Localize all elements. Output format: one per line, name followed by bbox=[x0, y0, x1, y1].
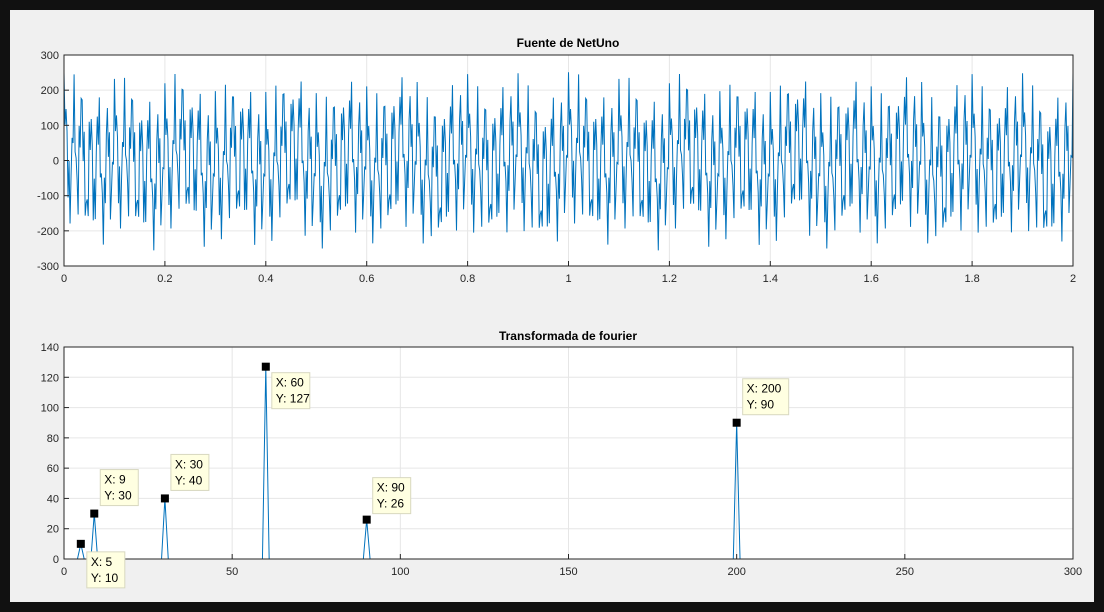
time-signal-x-tick-label: 1 bbox=[565, 273, 571, 285]
fourier-y-tick-label: 60 bbox=[47, 463, 59, 475]
datatip-x-label: X: 200 bbox=[747, 382, 782, 396]
fourier-ticks: 0 50 100 150 200 250 300 0 20 40 60 80 100 120 140 bbox=[41, 342, 1083, 578]
datatip-marker[interactable] bbox=[76, 539, 85, 548]
time-signal-y-tick-label: 100 bbox=[41, 120, 59, 132]
time-signal-y-tick-label: 300 bbox=[41, 50, 59, 62]
datatip-marker[interactable] bbox=[362, 515, 371, 524]
fourier-y-tick-label: 0 bbox=[53, 554, 59, 566]
time-signal-x-tick-label: 0.8 bbox=[460, 273, 475, 285]
time-signal-y-tick-label: 0 bbox=[53, 156, 59, 168]
datatip-marker[interactable] bbox=[90, 509, 99, 518]
fourier-x-tick-label: 250 bbox=[896, 566, 914, 578]
datatip-y-label: Y: 10 bbox=[91, 571, 119, 585]
fourier-y-tick-label: 140 bbox=[41, 342, 59, 354]
fourier-chart: 0 50 100 150 200 250 300 0 20 40 60 80 100 120 140 X: … bbox=[41, 329, 1083, 589]
datatip-box[interactable]: X: 9 Y: 30 bbox=[99, 469, 139, 507]
datatip-marker[interactable] bbox=[732, 418, 741, 427]
time-signal-y-tick-label: -200 bbox=[37, 226, 59, 238]
datatip-background bbox=[170, 453, 210, 491]
datatip-box[interactable]: X: 30 Y: 40 bbox=[170, 453, 210, 491]
datatip-y-label: Y: 90 bbox=[747, 398, 775, 412]
datatip-marker[interactable] bbox=[160, 494, 169, 503]
datatip-box[interactable]: X: 200 Y: 90 bbox=[742, 378, 790, 416]
datatip-x-label: X: 60 bbox=[276, 376, 304, 390]
datatip-marker[interactable] bbox=[261, 362, 270, 371]
time-signal-x-tick-label: 0 bbox=[61, 273, 67, 285]
time-signal-x-tick-label: 1.2 bbox=[662, 273, 677, 285]
datatip-box[interactable]: X: 5 Y: 10 bbox=[86, 551, 126, 589]
fourier-y-tick-label: 20 bbox=[47, 524, 59, 536]
fourier-x-tick-label: 100 bbox=[391, 566, 409, 578]
time-signal-y-tick-label: -300 bbox=[37, 261, 59, 273]
datatip-background bbox=[99, 469, 139, 507]
fourier-x-tick-label: 0 bbox=[61, 566, 67, 578]
fourier-datatips: X: 5Y: 10X: 9Y: 30X: 30Y: 40X: 60Y: 127X… bbox=[76, 362, 790, 589]
time-signal-y-tick-label: 200 bbox=[41, 85, 59, 97]
datatip-box[interactable]: X: 60 Y: 127 bbox=[271, 372, 311, 410]
time-signal-chart: 0 0.2 0.4 0.6 0.8 1 1.2 1.4 1.6 1.8 2 -300 -200 -100 0… bbox=[37, 36, 1076, 285]
datatip-background bbox=[742, 378, 790, 416]
fourier-x-tick-label: 50 bbox=[226, 566, 238, 578]
fourier-y-tick-label: 40 bbox=[47, 493, 59, 505]
datatip-y-label: Y: 30 bbox=[104, 489, 132, 503]
time-signal-line bbox=[63, 72, 1074, 251]
datatip-x-label: X: 90 bbox=[377, 481, 405, 495]
datatip-x-label: X: 30 bbox=[175, 457, 203, 471]
fourier-y-tick-label: 100 bbox=[41, 403, 59, 415]
datatip-background bbox=[86, 551, 126, 589]
datatip-x-label: X: 5 bbox=[91, 555, 113, 569]
time-signal-x-tick-label: 0.6 bbox=[359, 273, 374, 285]
fourier-y-tick-label: 80 bbox=[47, 433, 59, 445]
time-signal-x-tick-label: 1.8 bbox=[964, 273, 979, 285]
datatip-x-label: X: 9 bbox=[104, 473, 126, 487]
datatip-y-label: Y: 40 bbox=[175, 473, 203, 487]
datatip-background bbox=[372, 477, 412, 515]
time-signal-x-tick-label: 0.4 bbox=[258, 273, 273, 285]
time-signal-x-tick-label: 1.6 bbox=[864, 273, 879, 285]
datatip-y-label: Y: 26 bbox=[377, 497, 405, 511]
time-signal-x-tick-label: 1.4 bbox=[763, 273, 778, 285]
fourier-x-tick-label: 300 bbox=[1064, 566, 1082, 578]
datatip-background bbox=[271, 372, 311, 410]
time-signal-x-tick-label: 0.2 bbox=[157, 273, 172, 285]
datatip-box[interactable]: X: 90 Y: 26 bbox=[372, 477, 412, 515]
datatip-y-label: Y: 127 bbox=[276, 392, 310, 406]
fourier-title: Transformada de fourier bbox=[499, 329, 637, 343]
time-signal-x-tick-label: 2 bbox=[1070, 273, 1076, 285]
fourier-x-tick-label: 150 bbox=[559, 566, 577, 578]
time-signal-y-tick-label: -100 bbox=[37, 191, 59, 203]
time-signal-series bbox=[63, 72, 1074, 251]
fourier-x-tick-label: 200 bbox=[727, 566, 745, 578]
fourier-y-tick-label: 120 bbox=[41, 372, 59, 384]
time-signal-title: Fuente de NetUno bbox=[517, 36, 620, 50]
time-signal-ticks: 0 0.2 0.4 0.6 0.8 1 1.2 1.4 1.6 1.8 2 -300 -200 -100 0… bbox=[37, 50, 1076, 285]
